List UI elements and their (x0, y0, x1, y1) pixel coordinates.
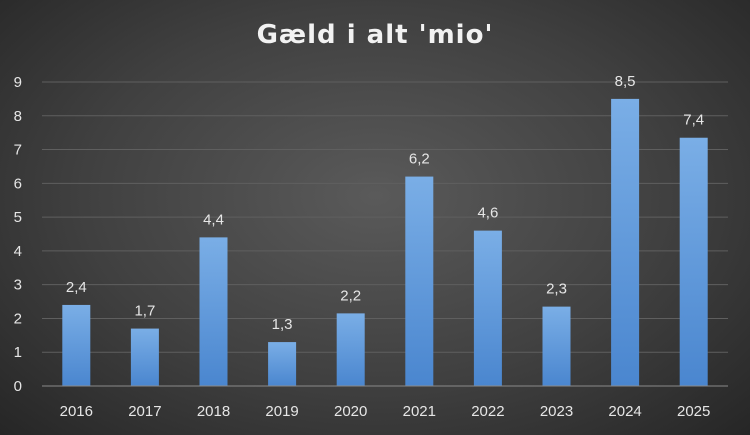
data-label-2016: 2,4 (66, 279, 87, 296)
bar-2022 (473, 230, 502, 386)
x-tick-label-2025: 2025 (677, 403, 710, 420)
y-tick-label-6: 6 (14, 175, 22, 192)
bar-2016 (62, 304, 91, 386)
y-tick-label-8: 8 (14, 108, 22, 125)
y-tick-label-4: 4 (14, 243, 22, 260)
chart-title: Gæld i alt 'mio' (256, 20, 494, 50)
x-tick-label-2021: 2021 (403, 403, 436, 420)
y-tick-label-1: 1 (14, 344, 22, 361)
bar-2023 (542, 306, 571, 386)
x-tick-label-2024: 2024 (608, 403, 641, 420)
bar-2024 (611, 98, 640, 386)
x-tick-label-2017: 2017 (128, 403, 161, 420)
data-label-2017: 1,7 (134, 303, 155, 320)
data-label-2020: 2,2 (340, 287, 361, 304)
bar-2019 (268, 342, 297, 386)
bar-2018 (199, 237, 228, 386)
y-tick-label-3: 3 (14, 277, 22, 294)
y-tick-label-7: 7 (14, 142, 22, 159)
x-tick-label-2018: 2018 (197, 403, 230, 420)
y-tick-label-9: 9 (14, 74, 22, 91)
data-label-2025: 7,4 (683, 112, 704, 129)
x-tick-label-2020: 2020 (334, 403, 367, 420)
bar-2025 (679, 137, 708, 386)
axes: 0 1 2 3 4 5 6 7 8 9 2016 2017 2018 2019 2020 2021 2022 20… (14, 74, 728, 420)
data-labels: 2,4 1,7 4,4 1,3 2,2 6,2 4,6 2,3 8,5 7,4 (66, 73, 704, 333)
x-tick-label-2023: 2023 (540, 403, 573, 420)
bar-2020 (336, 313, 365, 386)
data-label-2018: 4,4 (203, 211, 224, 228)
x-tick-label-2016: 2016 (60, 403, 93, 420)
bar-2021 (405, 176, 434, 386)
data-label-2019: 1,3 (272, 316, 293, 333)
x-tick-label-2019: 2019 (265, 403, 298, 420)
y-tick-label-0: 0 (14, 378, 22, 395)
bars (62, 98, 708, 386)
bar-2017 (130, 328, 159, 386)
data-label-2022: 4,6 (477, 205, 498, 222)
y-tick-label-5: 5 (14, 209, 22, 226)
data-label-2023: 2,3 (546, 281, 567, 298)
x-tick-label-2022: 2022 (471, 403, 504, 420)
data-label-2024: 8,5 (615, 73, 636, 90)
y-tick-label-2: 2 (14, 310, 22, 327)
data-label-2021: 6,2 (409, 151, 430, 168)
